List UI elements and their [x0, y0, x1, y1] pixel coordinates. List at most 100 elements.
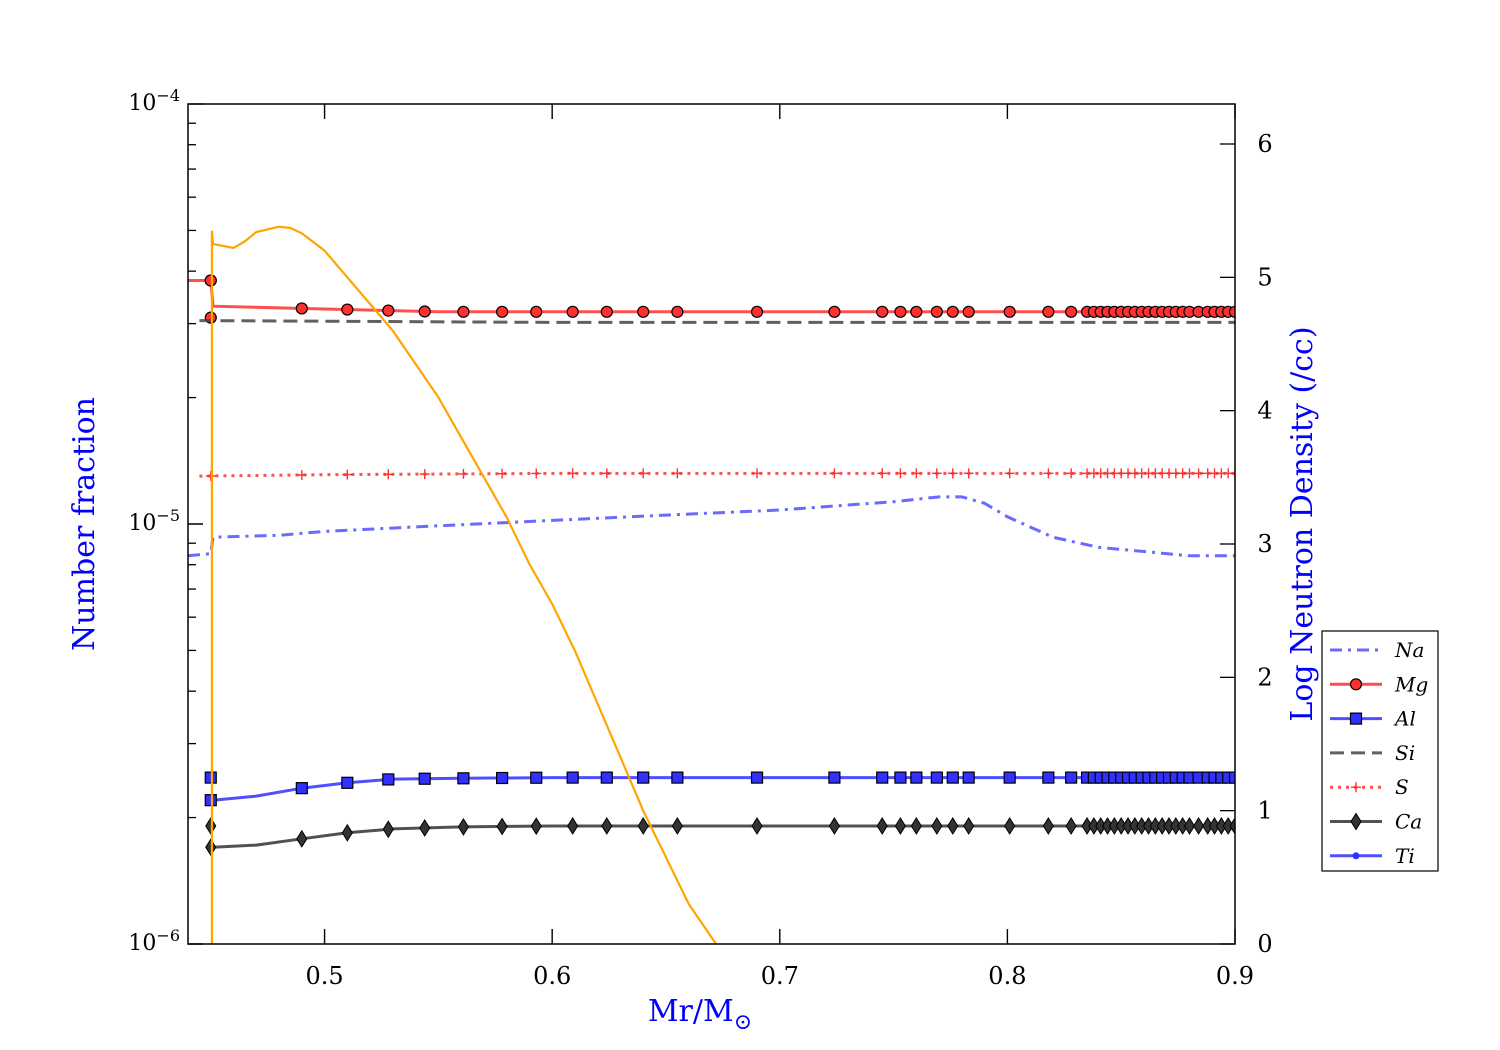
legend-label-na: Na: [1394, 638, 1424, 662]
point-al: [566, 771, 579, 784]
point-ca: [931, 817, 943, 835]
point-mg: [600, 305, 613, 318]
point-al: [341, 776, 354, 789]
point-s: [531, 468, 542, 479]
series-ca: [205, 817, 1235, 857]
neutron-density-line: [210, 225, 718, 944]
point-al: [600, 771, 613, 784]
y-tick-label: 10−5: [128, 506, 180, 536]
y-right-tick-label: 3: [1257, 530, 1272, 558]
point-ca: [828, 817, 840, 835]
y-tick-label: 10−4: [128, 86, 180, 116]
legend-item-si: Si: [1330, 741, 1415, 765]
point-al: [1228, 771, 1235, 784]
legend-item-ca: Ca: [1330, 810, 1422, 834]
point-ca: [1192, 817, 1205, 835]
point-mg: [418, 305, 431, 318]
point-mg: [946, 305, 959, 318]
point-s: [458, 468, 469, 479]
point-mg: [1042, 305, 1055, 318]
point-s: [947, 468, 958, 479]
y-right-tick-label: 5: [1257, 263, 1272, 291]
point-s: [911, 468, 922, 479]
point-s: [638, 468, 649, 479]
point-s: [877, 468, 888, 479]
point-ca: [910, 817, 922, 835]
point-mg: [671, 305, 684, 318]
point-mg: [1003, 305, 1016, 318]
point-ca: [382, 820, 394, 839]
point-s: [296, 470, 307, 480]
series-mg: [188, 274, 1235, 324]
point-ca: [637, 817, 649, 835]
point-ca: [496, 817, 508, 836]
x-axis-label-symbol: ⊙: [734, 1010, 752, 1035]
legend-label-si: Si: [1395, 741, 1415, 765]
point-ca: [567, 817, 579, 835]
point-mg: [341, 303, 354, 316]
point-al: [1003, 771, 1016, 784]
point-s: [931, 468, 942, 479]
point-al: [962, 771, 975, 784]
point-ca: [601, 817, 613, 835]
point-mg: [496, 305, 509, 318]
legend-label-mg: Mg: [1394, 672, 1428, 696]
point-s: [963, 468, 974, 479]
series-si: [199, 319, 1235, 324]
point-mg: [382, 304, 395, 317]
legend-item-ti: Ti: [1330, 844, 1415, 868]
legend-label-s: S: [1395, 775, 1409, 799]
point-ca: [751, 817, 763, 835]
point-mg: [566, 305, 579, 318]
y-right-tick-label: 4: [1257, 397, 1272, 425]
point-ca: [1004, 817, 1016, 835]
point-ca: [1183, 817, 1196, 835]
legend-marker-al: [1349, 712, 1363, 725]
point-mg: [204, 274, 217, 287]
point-al: [382, 773, 395, 786]
axes-layer: 0.5 0.6 0.7 0.8 0.9 10−4 10−5 10−6 0 1 2 3 4 5 6: [128, 86, 1272, 990]
legend-item-s: S: [1330, 775, 1409, 799]
point-s: [752, 468, 763, 479]
point-mg: [894, 305, 907, 318]
x-tick-label: 0.7: [761, 962, 799, 990]
legend-item-mg: Mg: [1330, 672, 1428, 696]
point-s: [419, 469, 430, 480]
legend-label-ca: Ca: [1395, 810, 1422, 834]
y-right-tick-label: 6: [1257, 130, 1272, 158]
point-mg: [1228, 305, 1235, 318]
legend-marker-s: [1351, 782, 1361, 793]
x-axis-label: Mr/M⊙: [648, 994, 752, 1035]
point-al: [930, 771, 943, 784]
y-tick-label: 10−6: [128, 926, 180, 956]
point-s: [1043, 468, 1054, 479]
series-line-ca: [212, 824, 1235, 849]
point-ca: [963, 817, 975, 835]
point-mg: [750, 305, 764, 318]
x-tick-label: 0.5: [305, 962, 343, 990]
point-al: [750, 771, 764, 784]
point-mg: [457, 305, 470, 318]
series-s: [199, 468, 1235, 482]
point-ca: [947, 817, 959, 835]
point-s: [205, 471, 216, 482]
point-s: [1184, 468, 1195, 479]
point-ca: [1065, 817, 1077, 835]
point-ca: [530, 817, 542, 836]
legend-label-al: Al: [1393, 707, 1416, 731]
y-right-tick-label: 2: [1257, 663, 1272, 691]
point-al: [671, 771, 684, 784]
point-s: [497, 468, 508, 479]
point-ca: [671, 817, 683, 835]
series-line-si: [199, 319, 1235, 324]
point-s: [567, 468, 578, 479]
point-ca: [1229, 817, 1235, 835]
point-mg: [876, 305, 889, 318]
y-axis-label: Number fraction: [67, 397, 102, 651]
x-tick-label: 0.9: [1216, 962, 1254, 990]
point-s: [1066, 468, 1077, 479]
point-al: [1065, 771, 1078, 784]
x-tick-label: 0.8: [988, 962, 1026, 990]
series-neutron-density: [210, 225, 718, 944]
